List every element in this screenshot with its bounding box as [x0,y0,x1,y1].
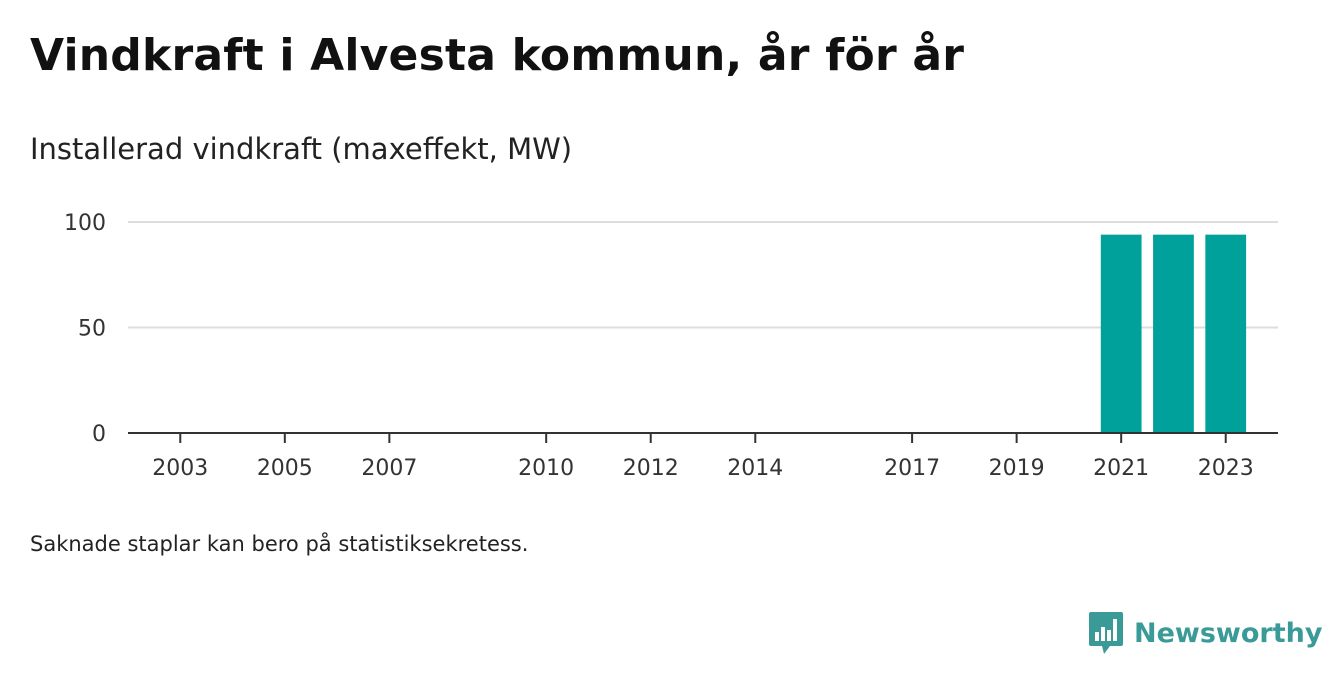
bar [1153,234,1194,433]
x-tick-label: 2019 [989,456,1045,481]
x-tick-label: 2017 [884,456,940,481]
bar [1205,234,1247,433]
x-tick-label: 2005 [257,456,313,481]
brand-name: Newsworthy [1134,617,1323,649]
brand-logo: Newsworthy [1088,610,1322,656]
x-tick-label: 2007 [361,456,417,481]
footnote: Saknade staplar kan bero på statistiksek… [30,532,529,556]
x-tick-label: 2023 [1198,456,1254,481]
x-axis-labels: 2003 2005 2007 2010 2012 2014 2017 2019 2021 2023 [152,456,1253,481]
x-tick-label: 2003 [152,456,208,481]
bars [1100,234,1247,433]
y-tick-label: 100 [64,211,106,236]
bar [1100,234,1142,433]
y-tick-label: 0 [92,422,106,447]
x-axis [128,432,1278,443]
x-tick-label: 2010 [518,456,574,481]
chart-title: Vindkraft i Alvesta kommun, år för år [30,30,965,81]
y-tick-label: 50 [78,317,106,342]
y-axis-labels: 0 50 100 [64,211,106,447]
grid-lines [128,221,1278,329]
newsworthy-logo-icon [1089,612,1123,654]
x-tick-label: 2012 [623,456,679,481]
x-tick-label: 2021 [1093,456,1149,481]
x-tick-label: 2014 [727,456,783,481]
chart-subtitle: Installerad vindkraft (maxeffekt, MW) [30,132,573,166]
